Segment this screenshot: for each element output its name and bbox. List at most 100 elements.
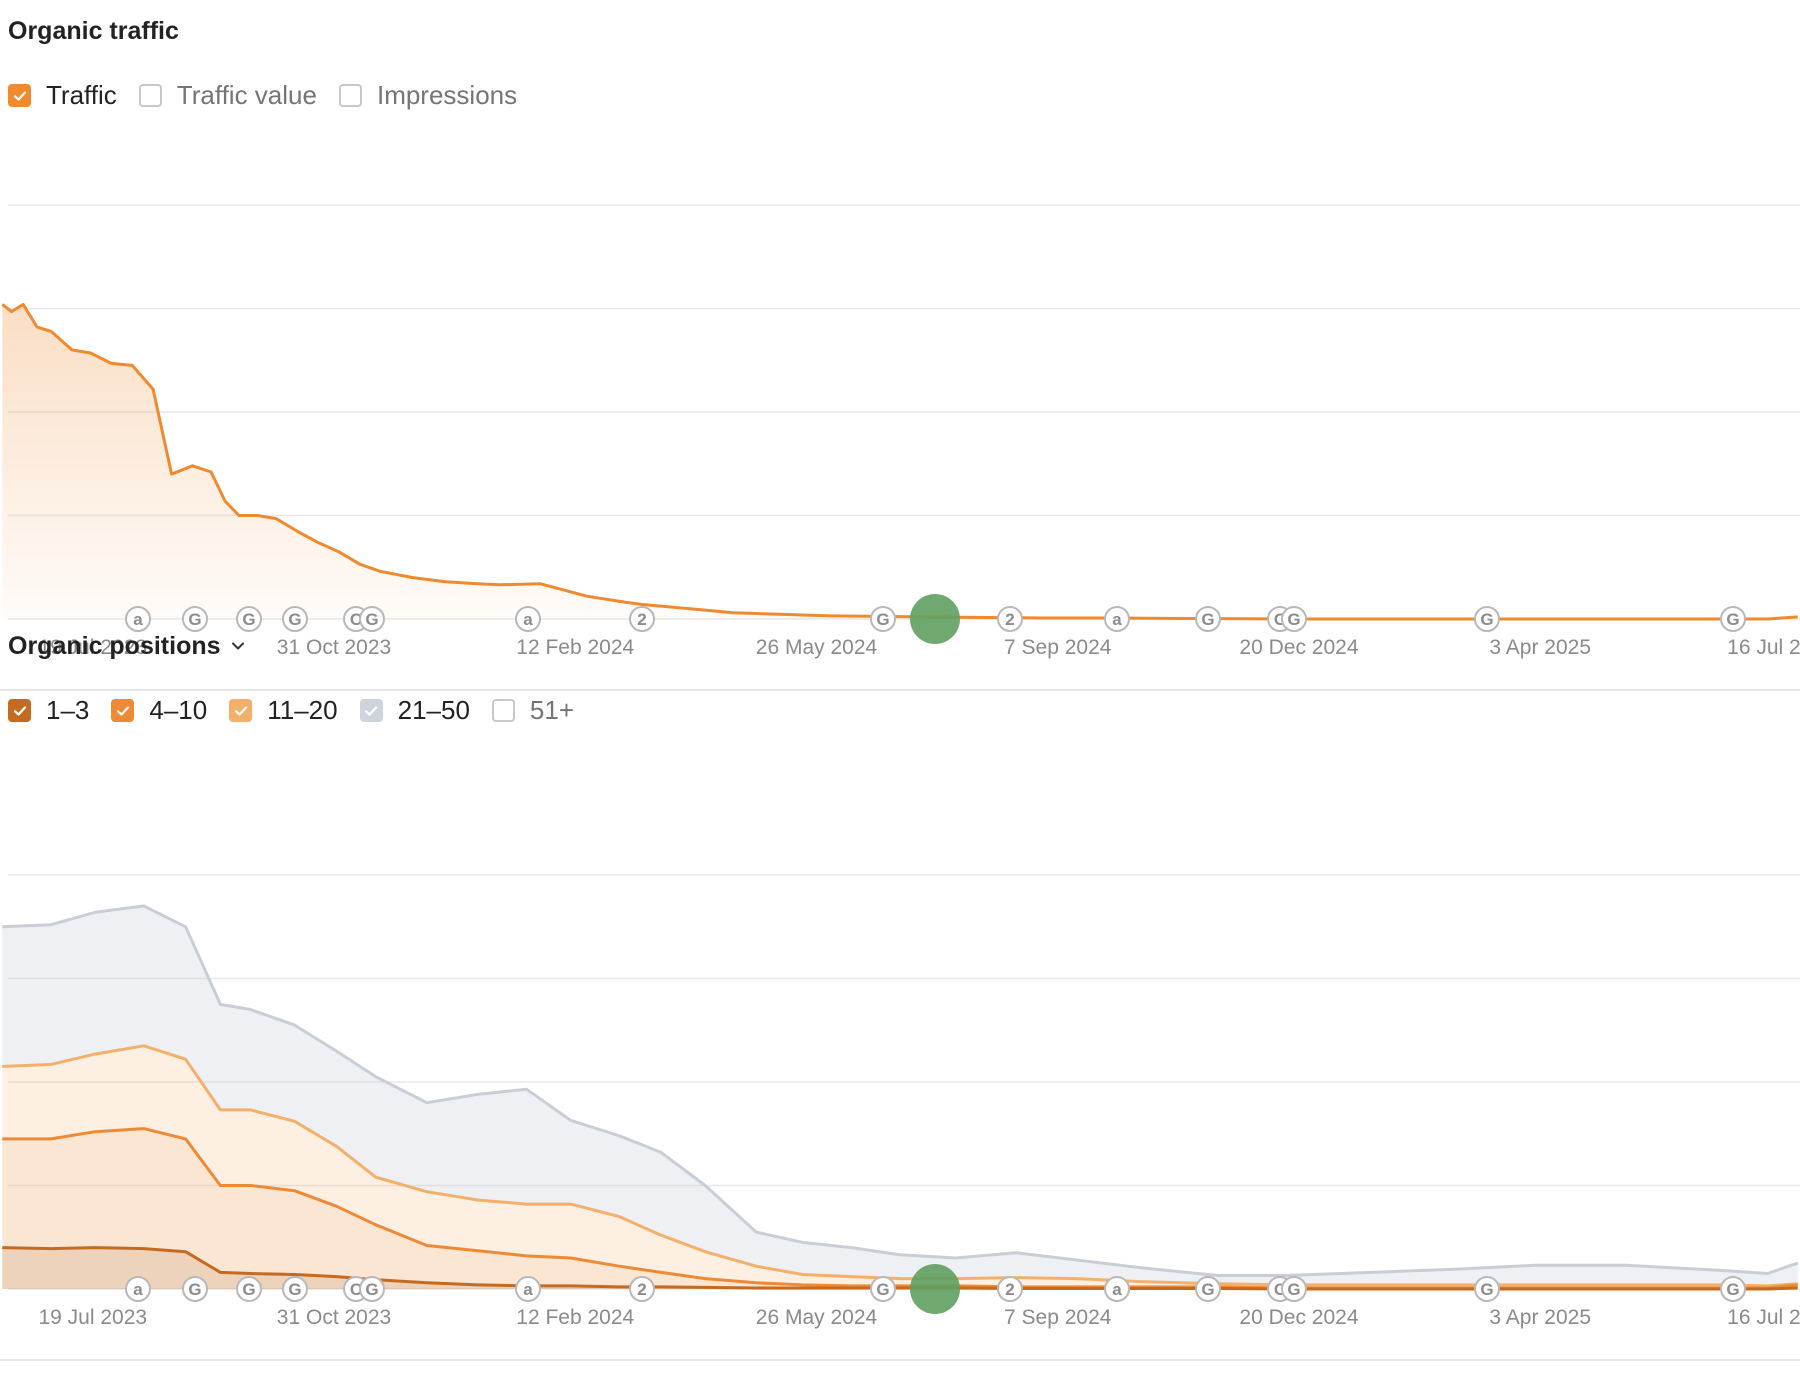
annotation-marker-a-icon[interactable]: a <box>515 1276 541 1302</box>
annotation-marker-g-icon[interactable]: G <box>359 606 385 632</box>
positions-legend-item-1-3[interactable]: 1–3 <box>8 695 89 726</box>
checkbox-checked-icon[interactable] <box>111 699 135 722</box>
annotation-marker-g-icon[interactable]: G <box>236 1276 262 1302</box>
x-tick-label: 3 Apr 2025 <box>1489 1306 1591 1329</box>
svg-text:a: a <box>1112 1280 1122 1299</box>
chevron-down-icon[interactable] <box>231 637 245 657</box>
svg-text:a: a <box>133 1280 143 1299</box>
traffic-legend-label: Impressions <box>376 80 518 110</box>
pos-1-3-line <box>2 1246 1798 1291</box>
x-tick-label: 31 Oct 2023 <box>277 1306 391 1329</box>
positions-legend-item-11-20[interactable]: 11–20 <box>229 695 338 726</box>
annotation-marker-g-icon[interactable]: G <box>182 1276 208 1302</box>
checkbox-unchecked-icon[interactable] <box>338 84 362 107</box>
annotation-marker-g-icon[interactable]: G <box>1281 1276 1307 1302</box>
traffic-legend-item-impressions[interactable]: Impressions <box>338 80 518 111</box>
annotation-marker-two-icon[interactable]: 2 <box>629 606 655 632</box>
svg-text:G: G <box>188 1280 201 1299</box>
x-tick-label: 20 Dec 2024 <box>1239 636 1358 659</box>
x-axis: 19 Jul 2023 31 Oct 2023 12 Feb 2024 26 May … <box>38 636 1800 659</box>
checkbox-checked-icon[interactable] <box>8 699 31 722</box>
pos-21-50-area <box>2 906 1798 1286</box>
traffic-legend-label: Traffic value <box>176 80 317 110</box>
x-tick-label: 16 Jul 2025 <box>1727 1306 1800 1329</box>
annotation-marker-g-icon[interactable]: G <box>282 1276 308 1302</box>
section-divider <box>0 1359 1800 1361</box>
annotation-marker-a-icon[interactable]: a <box>1104 606 1130 632</box>
svg-text:G: G <box>1480 610 1493 629</box>
pos-11-20-line <box>2 1044 1798 1288</box>
organic-traffic-title: Organic traffic <box>8 17 179 45</box>
svg-text:G: G <box>242 1280 255 1299</box>
annotation-marker-g-icon[interactable]: G <box>1720 606 1746 632</box>
checkbox-unchecked-icon[interactable] <box>491 699 515 722</box>
annotation-marker-two-icon[interactable]: 2 <box>997 1276 1023 1302</box>
x-tick-label: 26 May 2024 <box>756 1306 878 1329</box>
svg-text:G: G <box>1287 610 1300 629</box>
positions-legend-label: 1–3 <box>46 695 90 725</box>
x-tick-label: 31 Oct 2023 <box>277 636 391 659</box>
annotation-marker-g-icon[interactable]: G <box>870 1276 896 1302</box>
svg-text:2: 2 <box>1005 610 1014 629</box>
traffic-legend: Traffic Traffic value Impressions <box>8 80 539 111</box>
traffic-legend-item-traffic-value[interactable]: Traffic value <box>138 80 317 111</box>
organic-positions-title[interactable]: Organic positions <box>8 632 245 661</box>
annotation-marker-g-icon[interactable]: G <box>236 606 262 632</box>
annotation-marker-g-icon[interactable]: G <box>1195 606 1221 632</box>
current-date-marker[interactable] <box>910 594 960 644</box>
annotation-marker-g-icon[interactable]: G <box>182 606 208 632</box>
svg-text:2: 2 <box>637 1280 646 1299</box>
svg-text:a: a <box>523 1280 533 1299</box>
positions-legend: 1–3 4–10 11–20 21–50 51+ <box>8 695 596 726</box>
checkbox-checked-icon[interactable] <box>8 84 31 107</box>
annotation-marker-g-icon[interactable]: G <box>1281 606 1307 632</box>
svg-text:G: G <box>1287 1280 1300 1299</box>
svg-text:G: G <box>1480 1280 1493 1299</box>
annotation-marker-g-icon[interactable]: G <box>359 1276 385 1302</box>
svg-text:C: C <box>350 1280 362 1299</box>
positions-legend-label: 51+ <box>529 695 575 725</box>
positions-legend-item-4-10[interactable]: 4–10 <box>111 695 207 726</box>
annotation-marker-a-icon[interactable]: a <box>125 1276 151 1302</box>
svg-text:a: a <box>133 610 143 629</box>
annotation-marker-g-icon[interactable]: G <box>870 606 896 632</box>
annotation-marker-g-icon[interactable]: G <box>1720 1276 1746 1302</box>
pos-21-50-line <box>2 904 1799 1277</box>
svg-text:G: G <box>242 610 255 629</box>
svg-text:G: G <box>188 610 201 629</box>
organic-positions-title-text: Organic positions <box>8 632 221 660</box>
annotation-marker-two-icon[interactable]: 2 <box>997 606 1023 632</box>
x-tick-label: 3 Apr 2025 <box>1489 636 1591 659</box>
current-date-marker[interactable] <box>910 1264 960 1314</box>
x-tick-label: 20 Dec 2024 <box>1239 1306 1358 1329</box>
svg-text:G: G <box>1726 1280 1739 1299</box>
annotation-marker-g-icon[interactable]: G <box>1474 1276 1500 1302</box>
x-tick-label: 16 Jul 2025 <box>1727 636 1800 659</box>
svg-text:G: G <box>876 1280 889 1299</box>
x-tick-label: 12 Feb 2024 <box>516 1306 634 1329</box>
svg-text:G: G <box>876 610 889 629</box>
annotation-marker-g-icon[interactable]: G <box>282 606 308 632</box>
x-tick-label: 12 Feb 2024 <box>516 636 634 659</box>
positions-legend-item-51[interactable]: 51+ <box>491 695 575 726</box>
annotation-marker-g-icon[interactable]: G <box>1195 1276 1221 1302</box>
x-tick-label: 19 Jul 2023 <box>38 636 147 659</box>
x-tick-label: 26 May 2024 <box>756 636 878 659</box>
annotation-marker-g-icon[interactable]: G <box>1474 606 1500 632</box>
svg-text:G: G <box>1201 610 1214 629</box>
pos-11-20-area <box>2 1045 1798 1288</box>
checkbox-unchecked-icon[interactable] <box>138 84 162 107</box>
checkbox-checked-icon[interactable] <box>359 699 383 722</box>
svg-text:G: G <box>288 1280 301 1299</box>
annotation-marker-a-icon[interactable]: a <box>515 606 541 632</box>
annotation-marker-two-icon[interactable]: 2 <box>629 1276 655 1302</box>
svg-text:a: a <box>1112 610 1122 629</box>
checkbox-checked-icon[interactable] <box>229 699 253 722</box>
annotation-marker-a-icon[interactable]: a <box>125 606 151 632</box>
positions-legend-item-21-50[interactable]: 21–50 <box>359 695 470 726</box>
traffic-legend-item-traffic[interactable]: Traffic <box>8 80 117 111</box>
annotation-marker-a-icon[interactable]: a <box>1104 1276 1130 1302</box>
